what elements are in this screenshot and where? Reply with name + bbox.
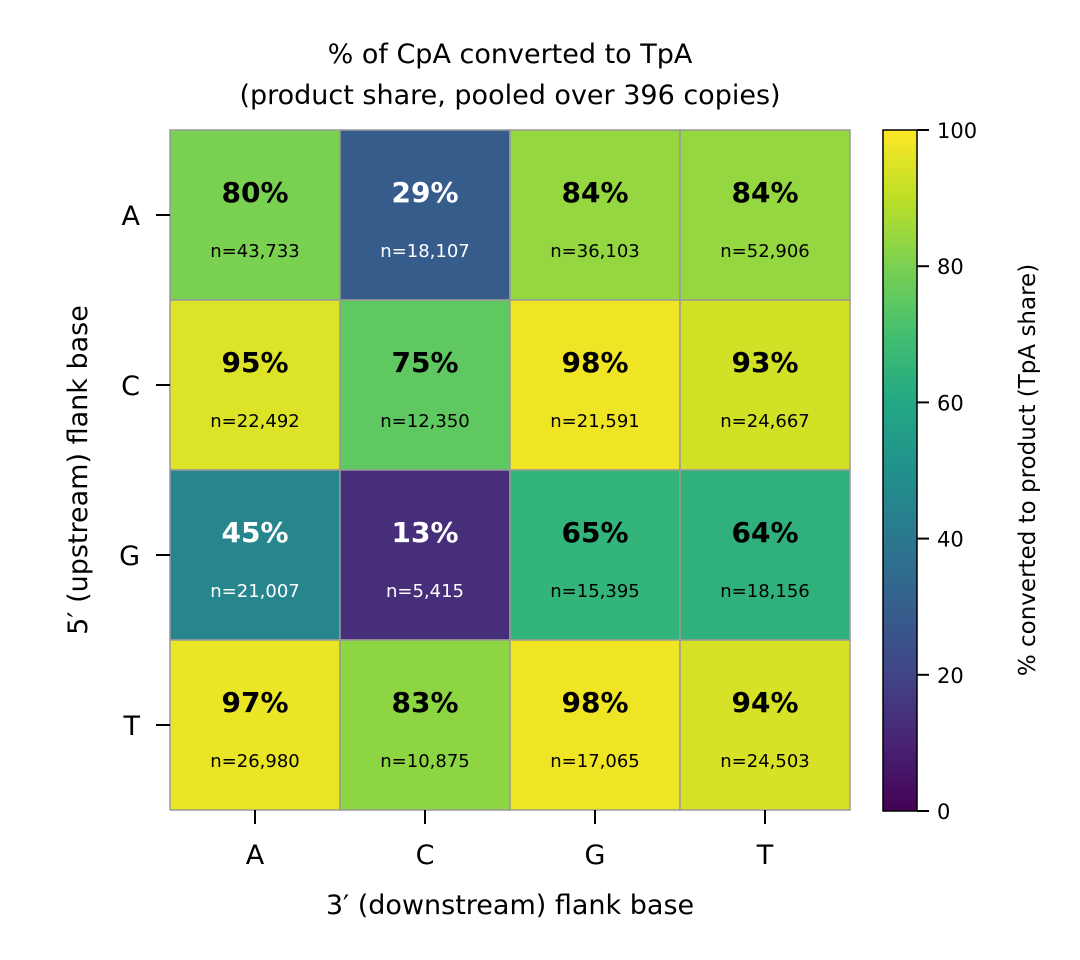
colorbar-tick-label: 40 — [937, 528, 964, 552]
y-axis-ticks: A C G T — [119, 201, 170, 742]
cell-count-label: n=24,503 — [720, 751, 809, 772]
cell-value-label: 45% — [221, 516, 288, 549]
heatmap-cell-T-C — [339, 639, 511, 811]
colorbar-label: % converted to product (TpA share) — [1015, 264, 1041, 676]
cell-count-label: n=36,103 — [550, 241, 639, 262]
cell-value-label: 95% — [221, 346, 288, 379]
heatmap-cell-G-G — [509, 469, 681, 641]
heatmap-cell-G-A — [169, 469, 341, 641]
cell-value-label: 83% — [391, 686, 458, 719]
heatmap-cell-G-T — [679, 469, 851, 641]
heatmap-cell-A-A — [169, 129, 341, 301]
cell-value-label: 13% — [391, 516, 458, 549]
colorbar-tick-label: 80 — [937, 255, 964, 279]
y-tick-label: A — [122, 201, 141, 232]
colorbar-tick-label: 100 — [937, 119, 977, 143]
colorbar-tick-label: 0 — [937, 800, 950, 824]
cell-count-label: n=15,395 — [550, 581, 639, 602]
x-axis-label: 3′ (downstream) flank base — [326, 890, 694, 921]
cell-value-label: 98% — [561, 686, 628, 719]
cell-value-label: 80% — [221, 176, 288, 209]
cell-value-label: 75% — [391, 346, 458, 379]
heatmap-cell-A-C — [339, 129, 511, 301]
cell-value-label: 94% — [731, 686, 798, 719]
chart-title: % of CpA converted to TpA — [328, 39, 693, 70]
heatmap-cell-T-G — [509, 639, 681, 811]
y-tick-label: C — [121, 371, 140, 402]
heatmap-cell-C-C — [339, 299, 511, 471]
y-axis-label: 5′ (upstream) flank base — [63, 305, 94, 635]
cell-count-label: n=26,980 — [210, 751, 299, 772]
x-tick-label: T — [756, 840, 774, 871]
heatmap-cell-A-G — [509, 129, 681, 301]
cell-count-label: n=21,591 — [550, 411, 639, 432]
cell-count-label: n=17,065 — [550, 751, 639, 772]
x-tick-label: C — [416, 840, 435, 871]
cell-count-label: n=43,733 — [210, 241, 299, 262]
heatmap-cell-T-A — [169, 639, 341, 811]
x-tick-label: G — [585, 840, 606, 871]
cell-count-label: n=52,906 — [720, 241, 809, 262]
cell-value-label: 93% — [731, 346, 798, 379]
heatmap-cell-C-T — [679, 299, 851, 471]
heatmap-cell-labels: 80% n=43,733 29% n=18,107 84% n=36,103 84% n=52… — [210, 176, 809, 772]
cell-value-label: 98% — [561, 346, 628, 379]
cell-value-label: 97% — [221, 686, 288, 719]
x-tick-label: A — [246, 840, 265, 871]
cell-count-label: n=21,007 — [210, 581, 299, 602]
cell-count-label: n=5,415 — [386, 581, 464, 602]
y-tick-label: G — [119, 541, 140, 572]
heatmap-cells — [169, 129, 851, 811]
cell-value-label: 64% — [731, 516, 798, 549]
cell-value-label: 29% — [391, 176, 458, 209]
cell-count-label: n=22,492 — [210, 411, 299, 432]
colorbar-tick-label: 60 — [937, 391, 964, 415]
cell-value-label: 84% — [731, 176, 798, 209]
heatmap-cell-T-T — [679, 639, 851, 811]
chart-subtitle: (product share, pooled over 396 copies) — [239, 80, 780, 111]
colorbar-ticks: 0 20 40 60 80 100 — [917, 119, 977, 824]
cell-value-label: 84% — [561, 176, 628, 209]
heatmap-cell-C-G — [509, 299, 681, 471]
cell-count-label: n=12,350 — [380, 411, 469, 432]
heatmap-cell-A-T — [679, 129, 851, 301]
cell-count-label: n=18,156 — [720, 581, 809, 602]
cell-value-label: 65% — [561, 516, 628, 549]
cell-count-label: n=10,875 — [380, 751, 469, 772]
cell-count-label: n=18,107 — [380, 241, 469, 262]
heatmap-cell-G-C — [339, 469, 511, 641]
colorbar-tick-label: 20 — [937, 664, 964, 688]
y-tick-label: T — [123, 711, 141, 742]
colorbar — [882, 129, 918, 812]
heatmap-cell-C-A — [169, 299, 341, 471]
cell-count-label: n=24,667 — [720, 411, 809, 432]
